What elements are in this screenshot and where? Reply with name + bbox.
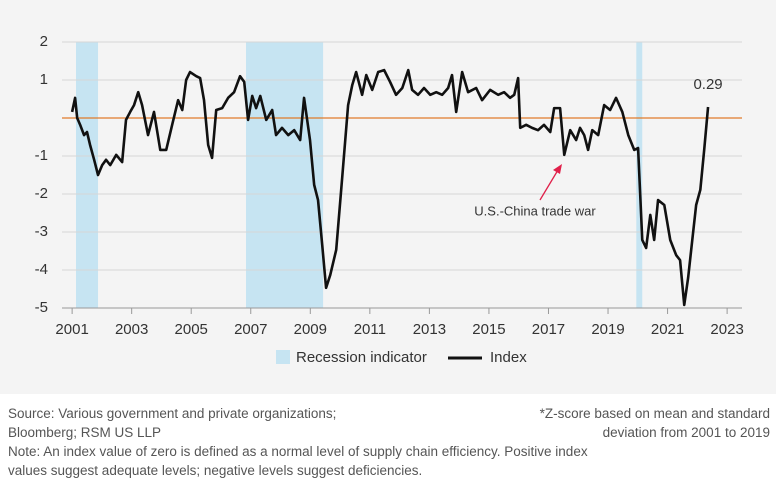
y-tick-label: 1 [40,71,48,88]
legend-label: Recession indicator [296,349,427,366]
legend-label: Index [490,349,527,366]
x-tick-label: 2017 [532,321,565,338]
recession-band [75,42,99,308]
x-tick-label: 2015 [472,321,505,338]
label-layer: -5 -4 -3 -2 -1 1 2 2001 2003 2005 2007 2009 2011 2013… [35,33,744,366]
x-tick-label: 2023 [710,321,743,338]
x-tick-label: 2003 [115,321,148,338]
x-tick-label: 2001 [55,321,88,338]
y-tick-label: -2 [35,185,48,202]
chart-background [0,0,776,394]
y-tick-label: -1 [35,147,48,164]
annotation-arrowhead [553,164,562,174]
x-tick-label: 2007 [234,321,267,338]
x-tick-label: 2013 [413,321,446,338]
x-tick-label: 2005 [175,321,208,338]
x-tick-label: 2019 [591,321,624,338]
shading-layer [75,42,643,308]
index-line [70,68,710,307]
index-note: Note: An index value of zero is defined … [8,444,588,478]
y-tick-label: -3 [35,223,48,240]
x-tick-label: 2021 [651,321,684,338]
grid-layer [62,41,742,314]
legend-swatch [276,350,290,364]
plot-layer [70,68,710,307]
source-note: Source: Various government and private o… [8,406,337,440]
annotation-arrow [539,169,559,201]
recession-band [245,42,324,308]
x-tick-label: 2011 [354,321,386,338]
chart: -5 -4 -3 -2 -1 1 2 2001 2003 2005 2007 2009 2011 2013… [0,0,776,394]
footnote: *Z-score based on mean and standard devi… [539,406,770,440]
end-value-label: 0.29 [693,76,722,93]
y-tick-label: -5 [35,299,48,316]
y-tick-label: 2 [40,33,48,50]
annotation: U.S.-China trade war [474,203,596,218]
y-tick-label: -4 [35,261,48,278]
x-tick-label: 2009 [294,321,327,338]
